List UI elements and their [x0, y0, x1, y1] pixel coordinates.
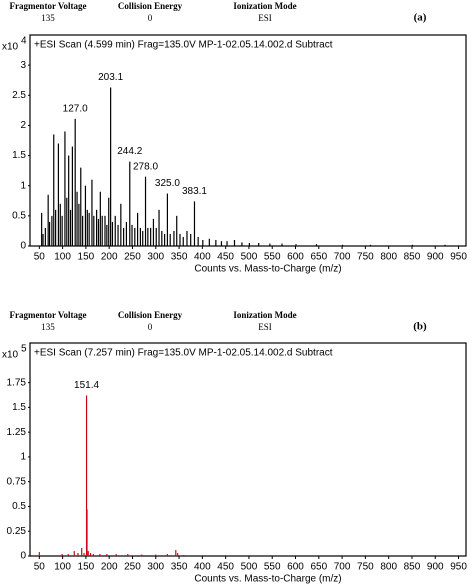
y-scale-exponent: 4: [21, 36, 27, 47]
header-value: ESI: [258, 13, 272, 23]
x-tick-label: 500: [241, 252, 258, 263]
x-tick-label: 750: [357, 562, 374, 573]
x-tick-label: 850: [404, 562, 421, 573]
x-tick-label: 900: [427, 252, 444, 263]
x-tick-label: 450: [217, 562, 234, 573]
header-name: Fragmentor Voltage: [9, 310, 86, 320]
y-tick-label: 2: [20, 120, 26, 131]
x-tick-label: 800: [380, 252, 397, 263]
peak-label: 325.0: [155, 178, 180, 189]
y-tick-label: 0: [20, 241, 26, 252]
header-name: Fragmentor Voltage: [9, 1, 86, 11]
x-tick-label: 100: [54, 252, 71, 263]
panel-label: (b): [413, 321, 427, 333]
peak-label: 383.1: [182, 186, 207, 197]
header-value: 135: [41, 322, 55, 332]
plot-frame: [29, 342, 467, 557]
peak-label: 278.0: [133, 161, 158, 172]
y-tick-label: 1.75: [7, 377, 27, 388]
x-tick-label: 200: [101, 252, 118, 263]
x-tick-label: 250: [124, 252, 141, 263]
plot-frame: [29, 34, 467, 247]
x-tick-label: 150: [78, 252, 95, 263]
header-value: 0: [148, 13, 153, 23]
header-value: 135: [41, 13, 55, 23]
x-tick-label: 950: [450, 252, 467, 263]
header-value: 0: [148, 322, 153, 332]
x-tick-label: 650: [310, 252, 327, 263]
x-tick-label: 700: [334, 252, 351, 263]
x-tick-label: 500: [241, 562, 258, 573]
x-tick-label: 650: [310, 562, 327, 573]
x-tick-label: 400: [194, 252, 211, 263]
x-tick-label: 850: [404, 252, 421, 263]
scan-title: +ESI Scan (4.599 min) Frag=135.0V MP-1-0…: [34, 40, 333, 51]
y-tick-label: 0.5: [12, 210, 26, 221]
x-tick-label: 800: [380, 562, 397, 573]
x-tick-label: 550: [264, 252, 281, 263]
y-tick-label: 3: [20, 60, 26, 71]
peak-label: 244.2: [117, 146, 142, 157]
x-tick-label: 250: [124, 562, 141, 573]
x-tick-label: 200: [101, 562, 118, 573]
x-axis-label: Counts vs. Mass-to-Charge (m/z): [194, 574, 341, 585]
header-name: Collision Energy: [118, 310, 183, 320]
panel-label: (a): [414, 12, 427, 24]
y-tick-label: 1: [20, 180, 26, 191]
y-tick-label: 1.5: [12, 150, 26, 161]
peak-label: 203.1: [98, 72, 123, 83]
y-tick-label: 1: [20, 452, 26, 463]
x-tick-label: 950: [450, 562, 467, 573]
x-tick-label: 300: [147, 252, 164, 263]
y-tick-label: 1.5: [12, 402, 26, 413]
peak-label: 127.0: [63, 103, 88, 114]
x-tick-label: 900: [427, 562, 444, 573]
peak-label: 151.4: [74, 380, 99, 391]
x-tick-label: 150: [78, 562, 95, 573]
y-tick-label: 2.5: [12, 90, 26, 101]
y-scale-exponent: 5: [21, 344, 27, 355]
y-tick-label: 1.25: [7, 427, 27, 438]
x-tick-label: 50: [34, 252, 46, 263]
header-name: Ionization Mode: [233, 310, 296, 320]
x-tick-label: 300: [147, 562, 164, 573]
x-tick-label: 750: [357, 252, 374, 263]
y-scale-label: x10: [2, 42, 19, 53]
x-tick-label: 350: [171, 252, 188, 263]
y-tick-label: 0.75: [7, 476, 27, 487]
x-tick-label: 450: [217, 252, 234, 263]
x-axis-label: Counts vs. Mass-to-Charge (m/z): [194, 264, 341, 275]
y-tick-label: 0.25: [7, 526, 27, 537]
header-name: Ionization Mode: [233, 1, 296, 11]
x-tick-label: 550: [264, 562, 281, 573]
x-tick-label: 50: [34, 562, 46, 573]
x-tick-label: 100: [54, 562, 71, 573]
x-tick-label: 350: [171, 562, 188, 573]
x-tick-label: 700: [334, 562, 351, 573]
x-tick-label: 600: [287, 252, 304, 263]
x-tick-label: 600: [287, 562, 304, 573]
x-tick-label: 400: [194, 562, 211, 573]
y-tick-label: 0.5: [12, 501, 26, 512]
y-tick-label: 0: [20, 551, 26, 562]
scan-title: +ESI Scan (7.257 min) Frag=135.0V MP-1-0…: [34, 348, 333, 359]
header-value: ESI: [258, 322, 272, 332]
y-scale-label: x10: [2, 350, 19, 361]
header-name: Collision Energy: [118, 1, 183, 11]
